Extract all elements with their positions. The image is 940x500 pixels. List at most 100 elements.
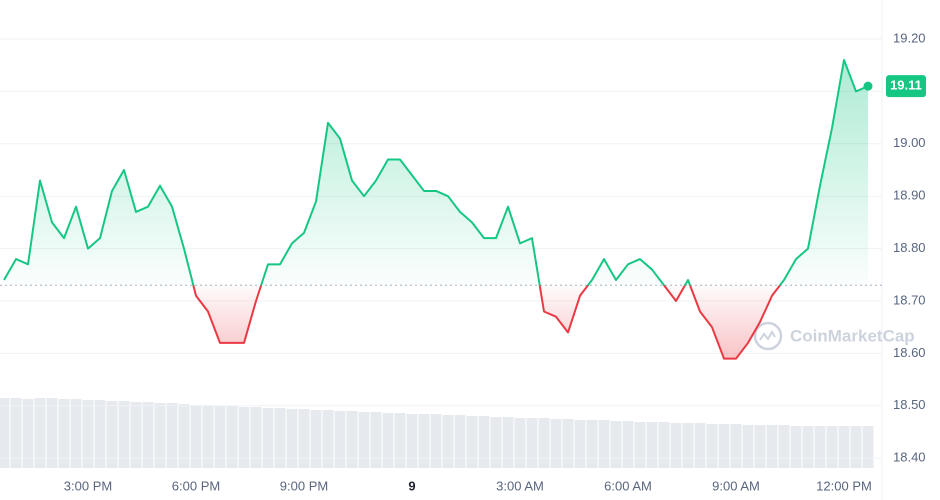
- volume-bar: [202, 405, 214, 468]
- volume-bar: [178, 404, 190, 468]
- watermark-text: CoinMarketCap: [790, 326, 915, 345]
- volume-bar: [286, 409, 298, 468]
- volume-bar: [274, 408, 286, 468]
- x-tick-label: 6:00 AM: [604, 478, 652, 493]
- x-tick-label: 6:00 PM: [172, 478, 220, 493]
- volume-layer: [0, 398, 874, 468]
- y-tick-label: 19.00: [893, 135, 926, 150]
- volume-bar: [838, 426, 850, 468]
- volume-bar: [850, 426, 862, 468]
- volume-bar: [658, 422, 670, 468]
- volume-bar: [298, 409, 310, 468]
- volume-bar: [70, 399, 82, 468]
- volume-bar: [82, 400, 94, 468]
- volume-bar: [442, 415, 454, 468]
- volume-bar: [778, 425, 790, 468]
- volume-bar: [814, 426, 826, 468]
- x-tick-label: 9:00 PM: [280, 478, 328, 493]
- y-tick-label: 18.70: [893, 292, 926, 307]
- x-tick-label: 9:00 AM: [712, 478, 760, 493]
- watermark-logo: [753, 321, 783, 351]
- volume-bar: [622, 421, 634, 468]
- volume-bar: [670, 423, 682, 468]
- volume-bar: [694, 423, 706, 468]
- x-tick-label: 12:00 PM: [816, 478, 872, 493]
- x-tick-label: 3:00 PM: [64, 478, 112, 493]
- volume-bar: [190, 405, 202, 468]
- volume-bar: [538, 418, 550, 468]
- volume-bar: [94, 400, 106, 468]
- last-point: [863, 81, 873, 91]
- volume-bar: [58, 399, 70, 468]
- volume-bar: [166, 403, 178, 468]
- price-tag: [886, 75, 926, 98]
- price-area: [4, 59, 868, 359]
- volume-bar: [262, 408, 274, 468]
- volume-bar: [394, 413, 406, 468]
- volume-bar: [382, 413, 394, 468]
- price-line: [3, 58, 869, 360]
- price-tag-label: 19.11: [890, 78, 922, 93]
- volume-bar: [418, 414, 430, 468]
- volume-bar: [634, 422, 646, 468]
- volume-bar: [454, 415, 466, 468]
- volume-bar: [118, 401, 130, 468]
- volume-bar: [478, 416, 490, 468]
- volume-bar: [250, 407, 262, 468]
- volume-bar: [586, 420, 598, 468]
- y-tick-label: 18.90: [893, 188, 926, 203]
- volume-bar: [862, 426, 874, 468]
- volume-bar: [790, 426, 802, 468]
- x-tick-label: 9: [408, 478, 415, 493]
- volume-bar: [706, 424, 718, 468]
- volume-bar: [322, 410, 334, 468]
- volume-bar: [802, 426, 814, 468]
- volume-bar: [610, 421, 622, 468]
- volume-bar: [430, 414, 442, 468]
- y-tick-label: 18.60: [893, 345, 926, 360]
- plot-layer: [0, 58, 882, 360]
- volume-bar: [766, 425, 778, 468]
- volume-bar: [406, 414, 418, 468]
- volume-bar: [682, 423, 694, 468]
- volume-bar: [214, 406, 226, 468]
- y-tick-label: 19.20: [893, 30, 926, 45]
- volume-bar: [502, 417, 514, 468]
- volume-bar: [598, 420, 610, 468]
- volume-bar: [718, 424, 730, 468]
- volume-bar: [0, 398, 10, 468]
- volume-bar: [130, 402, 142, 468]
- volume-bar: [226, 406, 238, 468]
- volume-bar: [826, 426, 838, 468]
- volume-bar: [466, 416, 478, 468]
- volume-bar: [238, 407, 250, 468]
- volume-bar: [526, 418, 538, 468]
- volume-bar: [646, 422, 658, 468]
- y-tick-label: 18.40: [893, 450, 926, 465]
- volume-bar: [106, 401, 118, 468]
- volume-bar: [10, 398, 22, 468]
- volume-bar: [142, 402, 154, 468]
- volume-bar: [22, 399, 34, 468]
- volume-bar: [334, 411, 346, 468]
- volume-bar: [730, 424, 742, 468]
- volume-bar: [346, 411, 358, 468]
- volume-bar: [550, 419, 562, 468]
- volume-bar: [574, 420, 586, 468]
- volume-bar: [514, 418, 526, 468]
- volume-bar: [358, 412, 370, 468]
- x-tick-label: 3:00 AM: [496, 478, 544, 493]
- watermark-logo-mark: [759, 330, 776, 341]
- volume-bar: [154, 403, 166, 468]
- volume-bar: [490, 417, 502, 468]
- volume-bar: [562, 419, 574, 468]
- volume-bar: [34, 398, 46, 468]
- volume-bar: [46, 398, 58, 468]
- watermark: CoinMarketCap: [753, 321, 915, 351]
- y-tick-label: 18.50: [893, 397, 926, 412]
- y-tick-label: 18.80: [893, 240, 926, 255]
- volume-bar: [310, 410, 322, 468]
- volume-bar: [754, 425, 766, 468]
- volume-bar: [742, 425, 754, 468]
